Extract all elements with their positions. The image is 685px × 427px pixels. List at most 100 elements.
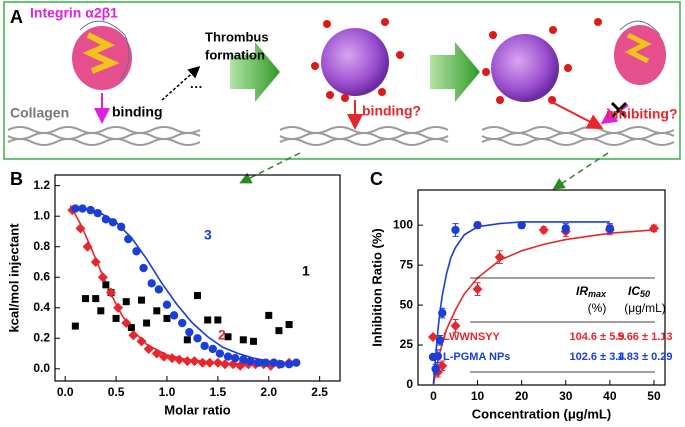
marker xyxy=(136,336,147,347)
marker xyxy=(223,352,233,361)
marker xyxy=(246,356,255,366)
marker xyxy=(113,302,124,313)
table-header-unit: (μg/mL) xyxy=(624,301,666,315)
header-sub: max xyxy=(588,289,607,299)
label: inhibiting? xyxy=(606,106,678,122)
x-axis-label: Concentration (μg/mL) xyxy=(472,406,611,421)
x-tick-label: 2.0 xyxy=(260,385,277,399)
marker xyxy=(102,281,110,289)
marker xyxy=(82,295,90,303)
x-tick-label: 1.0 xyxy=(159,385,176,399)
marker xyxy=(254,358,263,367)
y-tick-label: 75 xyxy=(400,257,414,271)
marker xyxy=(494,252,505,263)
marker xyxy=(197,357,208,368)
x-tick-label: 1.5 xyxy=(210,385,227,399)
table-cell: 1.83 ± 0.29 xyxy=(618,351,673,363)
panel-label: C xyxy=(370,169,383,189)
x-tick-label: 40 xyxy=(603,389,617,403)
marker xyxy=(92,295,100,303)
y-tick-label: 0.8 xyxy=(33,239,50,253)
header-main: IC xyxy=(628,284,640,298)
marker xyxy=(147,279,156,288)
label: Collagen xyxy=(10,105,69,121)
marker xyxy=(284,360,294,369)
series-label: 2 xyxy=(218,327,226,343)
marker xyxy=(538,224,549,235)
marker xyxy=(86,205,95,215)
y-tick-label: 50 xyxy=(400,297,414,311)
panel-a: A Integrin α2β1 Thrombus formation ··· C… xyxy=(3,1,681,190)
legend-marker xyxy=(428,332,438,342)
marker xyxy=(438,308,447,318)
marker xyxy=(214,316,222,324)
marker xyxy=(648,223,659,234)
marker xyxy=(75,223,86,234)
y-tick-label: 0 xyxy=(406,377,413,391)
marker xyxy=(451,225,460,235)
marker xyxy=(473,220,482,230)
marker xyxy=(71,322,79,330)
legend-marker xyxy=(428,352,438,362)
y-axis-label: Inhibition Ratio (%) xyxy=(369,228,384,346)
table-header: IC50 xyxy=(628,284,650,299)
fit-line xyxy=(432,221,610,386)
marker xyxy=(276,360,286,369)
marker xyxy=(189,356,200,367)
marker xyxy=(224,333,232,341)
marker xyxy=(97,272,108,283)
marker xyxy=(78,204,87,213)
panel-label: A xyxy=(10,7,23,27)
process-arrow xyxy=(430,42,480,102)
marker xyxy=(169,311,179,320)
panel-a-frame xyxy=(3,1,681,160)
y-tick-label: 1.0 xyxy=(33,208,50,222)
marker xyxy=(116,222,126,232)
marker xyxy=(517,220,526,230)
table-header: IRmax xyxy=(576,284,607,299)
marker xyxy=(108,218,118,227)
marker xyxy=(239,355,248,364)
table-cell: 5.66 ± 1.13 xyxy=(618,331,673,343)
label: formation xyxy=(205,47,265,62)
marker xyxy=(97,307,105,315)
marker xyxy=(162,300,172,309)
marker xyxy=(194,292,201,300)
marker xyxy=(472,284,483,295)
marker xyxy=(249,337,257,345)
panel-label: B xyxy=(10,169,23,189)
marker xyxy=(71,204,80,213)
series-label: 1 xyxy=(302,263,310,279)
protein xyxy=(72,20,132,90)
y-tick-label: 100 xyxy=(393,217,413,231)
dashed-arrow xyxy=(161,66,201,101)
marker xyxy=(127,324,135,332)
plot-frame xyxy=(54,174,341,382)
nanoparticle xyxy=(491,34,559,102)
marker xyxy=(90,256,101,267)
y-tick-label: 25 xyxy=(400,337,414,351)
marker xyxy=(208,344,217,354)
y-tick-label: 0.0 xyxy=(33,361,50,375)
marker xyxy=(450,320,461,331)
marker xyxy=(178,318,187,328)
table-header-unit: (%) xyxy=(588,301,607,315)
x-tick-label: 30 xyxy=(559,389,573,403)
marker xyxy=(163,314,171,322)
marker xyxy=(193,334,202,343)
label: Integrin α2β1 xyxy=(30,5,118,21)
x-tick-label: 0 xyxy=(430,389,437,403)
marker xyxy=(139,263,148,273)
x-tick-label: 2.5 xyxy=(311,385,328,399)
marker xyxy=(183,336,191,344)
legend-label: L-PGMA NPs xyxy=(443,351,510,363)
marker xyxy=(158,351,169,362)
link-arrow xyxy=(552,152,609,190)
table-cell: 102.6 ± 3.4 xyxy=(570,351,626,363)
label: Thrombus xyxy=(205,29,269,44)
y-tick-label: 0.6 xyxy=(33,269,50,283)
label: binding xyxy=(112,104,163,120)
marker xyxy=(153,307,161,315)
marker xyxy=(219,359,230,370)
